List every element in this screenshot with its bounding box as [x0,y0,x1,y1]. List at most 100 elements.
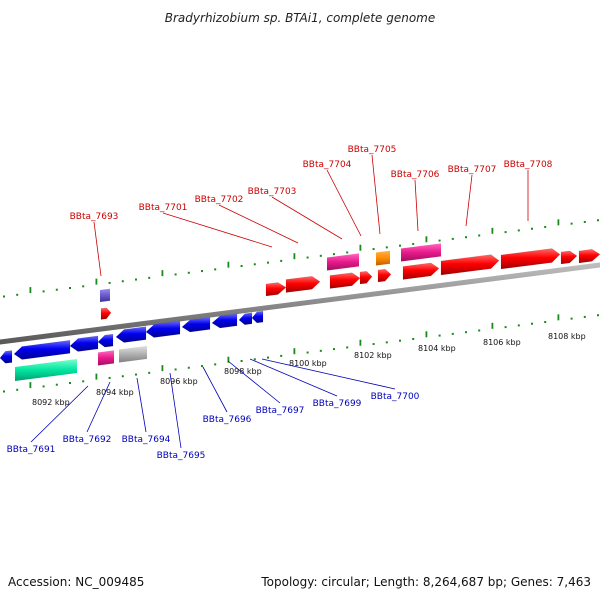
minor-tick [372,343,375,346]
minor-tick [399,339,401,342]
axis-tick-label: 8094 kbp [96,388,134,397]
minor-tick [478,329,481,332]
minor-tick [148,371,151,374]
forward-gene-label: BBta_7701 [139,203,188,213]
reverse-gene-label: BBta_7692 [63,435,112,445]
minor-tick [412,337,415,340]
accession-text: Accession: NC_009485 [8,575,144,589]
gene-leader-line [93,221,102,277]
minor-tick [174,273,177,276]
minor-tick [174,368,177,371]
minor-tick [3,295,5,298]
minor-tick [531,227,533,230]
gene-leader-line [169,372,182,449]
minor-tick [121,375,124,378]
minor-tick [3,390,5,393]
minor-tick [333,253,335,256]
gene-leader-line [136,377,147,433]
minor-tick [267,261,269,264]
forward-gene-arrow [100,307,112,320]
reverse-gene-label: BBta_7699 [313,399,362,409]
minor-tick [372,248,375,251]
minor-tick [597,219,599,222]
minor-tick [148,276,151,279]
reverse-gene-arrow [238,312,253,325]
minor-tick [214,363,217,366]
forward-gene-arrow [377,268,392,283]
minor-tick [385,246,388,249]
reverse-gene-arrow [145,320,181,338]
reverse-gene-arrow [0,350,13,364]
minor-tick [412,242,415,245]
reverse-gene-label: BBta_7696 [203,415,252,425]
forward-gene-label: BBta_7702 [195,195,244,205]
minor-tick [346,346,349,349]
minor-tick [240,264,243,267]
minor-tick [570,222,573,225]
reverse-feature-block [98,350,114,366]
minor-tick [108,376,111,379]
minor-tick [201,270,203,273]
gene-leader-line [162,212,273,248]
minor-tick [385,341,388,344]
reverse-gene-arrow [13,340,71,360]
minor-tick [187,271,190,274]
reverse-gene-label: BBta_7700 [371,392,420,402]
minor-tick [280,354,283,357]
forward-feature-block [327,253,359,271]
minor-tick [570,317,573,320]
minor-tick [504,231,507,234]
forward-gene-arrow [402,262,440,280]
gene-leader-line [414,179,419,232]
minor-tick [55,288,58,291]
minor-tick [319,349,322,352]
forward-gene-label: BBta_7703 [248,187,297,197]
minor-tick [504,326,507,329]
minor-tick [544,321,547,324]
minor-tick [306,256,309,259]
gene-leader-line [371,154,381,235]
genome-summary-text: Topology: circular; Length: 8,264,687 bp… [260,575,591,589]
minor-tick [583,315,586,318]
minor-tick [451,237,454,240]
minor-tick [465,331,467,334]
reverse-gene-label: BBta_7694 [122,435,171,445]
gene-leader-line [326,169,362,237]
genome-backbone [0,262,600,345]
gene-leader-line [202,366,228,413]
gene-leader-line [271,196,343,240]
minor-tick [478,234,481,237]
minor-tick [135,373,137,376]
gene-leader-line [86,381,111,433]
minor-tick [82,285,85,288]
minor-tick [465,236,467,239]
minor-tick [214,268,217,271]
minor-tick [201,365,203,368]
minor-tick [597,314,599,317]
minor-tick [69,382,71,385]
reverse-gene-arrow [115,326,147,343]
minor-tick [517,324,520,327]
forward-gene-arrow [329,272,361,289]
axis-tick-labels: 8092 kbp 8094 kbp 8096 kbp 8098 kbp 8100 kbp… [32,332,586,407]
forward-gene-arrow [285,275,321,293]
forward-gene-arrow [500,248,561,270]
minor-tick [253,263,256,266]
forward-gene-arrow [359,270,373,285]
forward-feature-block [401,243,441,262]
minor-tick [253,358,256,361]
gene-labels: BBta_7693 BBta_7701 BBta_7702 BBta_7703 BBta… [7,145,553,461]
minor-tick [42,290,45,293]
minor-tick [306,351,309,354]
minor-tick [135,278,137,281]
minor-tick [42,385,45,388]
forward-gene-label: BBta_7706 [391,170,440,180]
axis-tick-label: 8104 kbp [418,344,456,353]
forward-gene-label: BBta_7707 [448,165,497,175]
minor-tick [187,366,190,369]
forward-feature-block [100,288,110,302]
reverse-gene-label: BBta_7691 [7,445,56,455]
axis-tick-label: 8102 kbp [354,351,392,360]
minor-tick [438,334,441,337]
minor-tick [82,380,85,383]
